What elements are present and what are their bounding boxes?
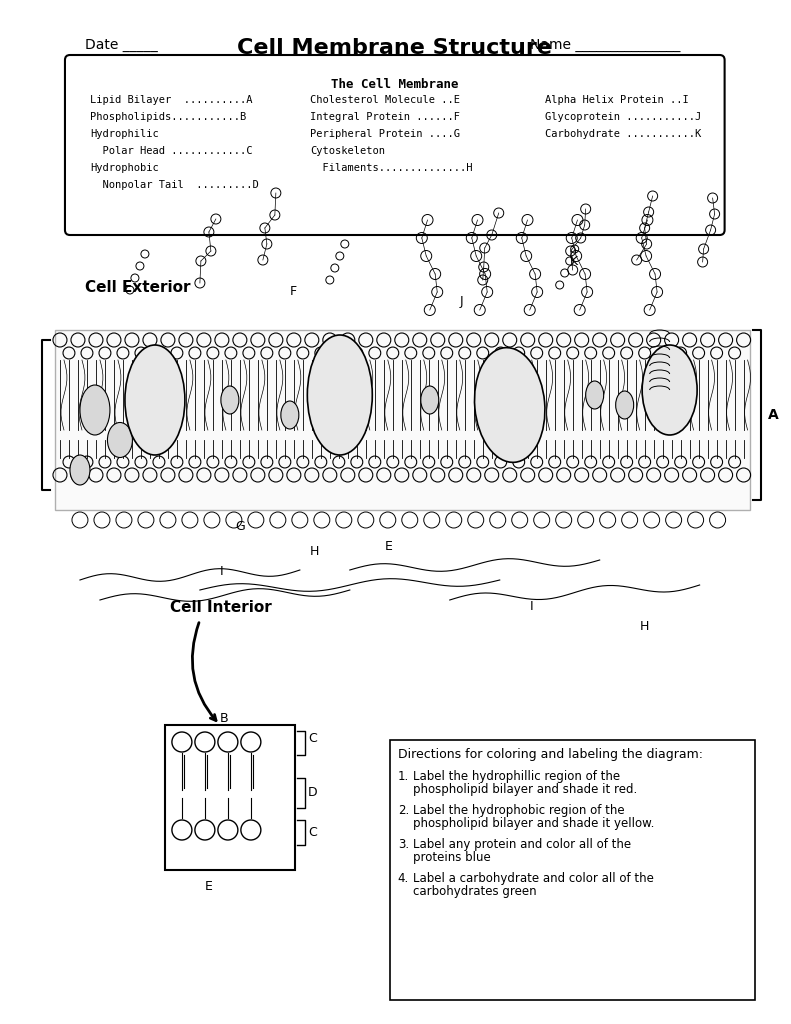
Ellipse shape: [70, 455, 90, 485]
Text: K: K: [570, 255, 577, 268]
Text: I: I: [220, 565, 224, 578]
Text: H: H: [640, 620, 649, 633]
Text: F: F: [290, 285, 297, 298]
Text: proteins blue: proteins blue: [413, 851, 490, 864]
Text: Label the hydrophillic region of the: Label the hydrophillic region of the: [413, 770, 620, 783]
FancyBboxPatch shape: [390, 740, 755, 1000]
Ellipse shape: [642, 345, 697, 435]
Ellipse shape: [108, 423, 132, 458]
Ellipse shape: [421, 386, 439, 414]
Ellipse shape: [475, 347, 545, 463]
Text: D: D: [308, 786, 317, 800]
Text: Lipid Bilayer  ..........A: Lipid Bilayer ..........A: [90, 95, 252, 105]
Text: Cell Exterior: Cell Exterior: [85, 280, 191, 295]
Text: 3.: 3.: [398, 838, 409, 851]
Text: F: F: [90, 385, 97, 398]
Text: Nonpolar Tail  .........D: Nonpolar Tail .........D: [90, 180, 259, 190]
Text: Label a carbohydrate and color all of the: Label a carbohydrate and color all of th…: [413, 872, 653, 885]
Ellipse shape: [281, 401, 299, 429]
Text: Label any protein and color all of the: Label any protein and color all of the: [413, 838, 631, 851]
Text: Hydrophilic: Hydrophilic: [90, 129, 159, 139]
Text: Hydrophobic: Hydrophobic: [90, 163, 159, 173]
FancyBboxPatch shape: [55, 330, 750, 510]
Text: Cytoskeleton: Cytoskeleton: [310, 146, 385, 156]
Text: Name _______________: Name _______________: [530, 38, 680, 52]
FancyBboxPatch shape: [165, 725, 295, 870]
Text: Peripheral Protein ....G: Peripheral Protein ....G: [310, 129, 460, 139]
Ellipse shape: [125, 345, 185, 455]
Text: Date _____: Date _____: [85, 38, 157, 52]
Text: J: J: [460, 295, 464, 308]
Text: carbohydrates green: carbohydrates green: [413, 885, 536, 898]
Text: G: G: [235, 520, 244, 534]
Ellipse shape: [615, 391, 634, 419]
Text: Label the hydrophobic region of the: Label the hydrophobic region of the: [413, 804, 624, 817]
Text: 4.: 4.: [398, 872, 409, 885]
Text: 2.: 2.: [398, 804, 409, 817]
Text: Cell Interior: Cell Interior: [170, 600, 271, 615]
Text: Carbohydrate ...........K: Carbohydrate ...........K: [545, 129, 701, 139]
Text: A: A: [767, 408, 778, 422]
Text: Alpha Helix Protein ..I: Alpha Helix Protein ..I: [545, 95, 688, 105]
Text: Polar Head ............C: Polar Head ............C: [90, 146, 252, 156]
Text: Cell Membrane Structure: Cell Membrane Structure: [237, 38, 552, 58]
Text: E: E: [205, 880, 213, 893]
Text: Filaments..............H: Filaments..............H: [310, 163, 472, 173]
Text: phospholipid bilayer and shade it yellow.: phospholipid bilayer and shade it yellow…: [413, 817, 654, 830]
Ellipse shape: [308, 335, 373, 455]
Text: E: E: [384, 540, 392, 553]
Text: Directions for coloring and labeling the diagram:: Directions for coloring and labeling the…: [398, 748, 702, 761]
FancyBboxPatch shape: [65, 55, 725, 234]
Ellipse shape: [221, 386, 239, 414]
Text: H: H: [310, 545, 320, 558]
Text: Phospholipids...........B: Phospholipids...........B: [90, 112, 246, 122]
Text: Integral Protein ......F: Integral Protein ......F: [310, 112, 460, 122]
Text: Glycoprotein ...........J: Glycoprotein ...........J: [545, 112, 701, 122]
Ellipse shape: [585, 381, 604, 409]
Text: B: B: [220, 712, 229, 725]
Text: C: C: [308, 731, 316, 744]
Text: The Cell Membrane: The Cell Membrane: [331, 78, 459, 91]
Text: Cholesterol Molecule ..E: Cholesterol Molecule ..E: [310, 95, 460, 105]
Text: phospholipid bilayer and shade it red.: phospholipid bilayer and shade it red.: [413, 783, 637, 796]
Text: I: I: [530, 600, 533, 613]
Text: 1.: 1.: [398, 770, 409, 783]
Text: C: C: [308, 825, 316, 839]
Ellipse shape: [80, 385, 110, 435]
